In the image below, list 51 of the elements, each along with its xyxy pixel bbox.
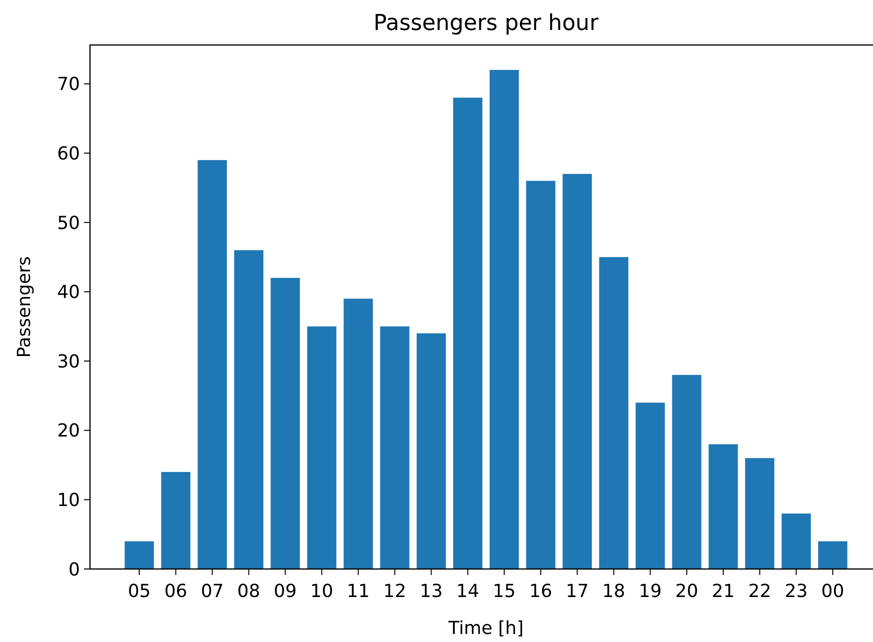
bar [416,333,446,569]
x-tick-label: 17 [566,581,589,602]
x-tick-label: 05 [128,581,151,602]
bar [708,444,738,569]
x-tick-label: 22 [748,581,772,602]
bar [307,326,336,569]
x-tick-label: 08 [237,581,260,602]
x-tick-label: 12 [383,581,406,602]
y-tick-label: 40 [57,282,80,304]
bar [818,541,848,569]
bar [490,70,519,569]
y-tick-label: 10 [57,490,80,511]
x-tick-label: 06 [164,581,188,602]
x-tick-label: 23 [784,581,808,602]
x-tick-label: 15 [492,581,516,602]
bar [344,298,373,569]
bar [198,160,227,569]
y-tick-label: 30 [57,351,80,372]
x-tick-label: 09 [274,581,297,602]
y-tick-label: 70 [57,74,80,96]
bar [161,472,190,569]
x-tick-label: 16 [529,581,552,602]
bar [562,174,592,569]
x-tick-label: 18 [602,581,626,602]
bar [234,250,264,569]
x-tick-label: 13 [420,581,443,602]
x-tick-label: 10 [310,581,334,602]
bar [270,278,300,569]
bar [124,541,154,569]
x-tick-label: 11 [346,581,370,602]
x-tick-label: 19 [638,581,662,602]
y-tick-label: 0 [68,559,80,580]
x-tick-label: 21 [712,581,735,602]
bar [672,374,702,569]
x-tick-label: 14 [456,581,480,602]
y-tick-label: 20 [57,420,80,442]
bar [782,514,811,569]
bar [599,257,628,569]
y-tick-label: 50 [57,212,80,234]
y-tick-label: 60 [57,143,80,164]
x-axis-title: Time [h] [447,618,524,639]
x-tick-label: 20 [675,581,698,602]
bar [453,98,482,569]
y-axis-title: Passengers [14,256,35,358]
bar [636,402,665,569]
x-tick-label: 00 [821,581,844,602]
chart-title: Passengers per hour [373,11,600,36]
bar [745,458,774,569]
bar [526,180,556,569]
x-tick-label: 07 [200,581,224,602]
bar [380,326,410,569]
